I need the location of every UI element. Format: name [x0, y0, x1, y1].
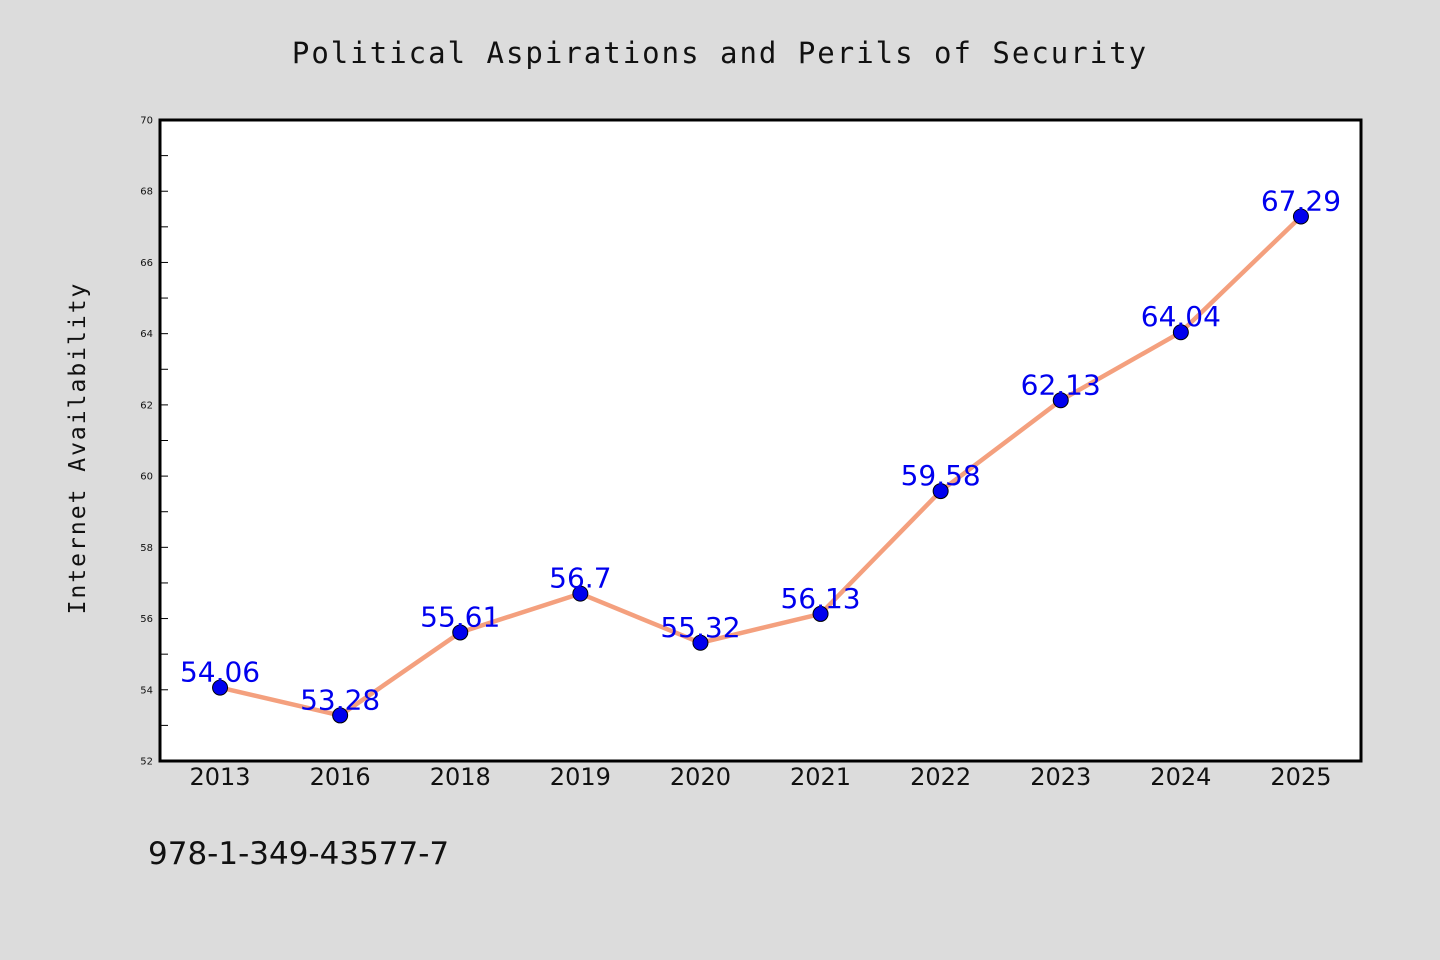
chart-title: Political Aspirations and Perils of Secu…	[292, 36, 1148, 70]
x-tick-label: 2013	[190, 763, 251, 791]
y-tick-label: 68	[140, 187, 153, 198]
data-point	[212, 679, 229, 696]
data-label: 56.7	[549, 562, 611, 595]
data-label: 54.06	[180, 656, 260, 689]
x-tick-label: 2024	[1150, 763, 1211, 791]
y-tick-label: 62	[140, 400, 153, 411]
footer-isbn: 978-1-349-43577-7	[148, 836, 449, 872]
x-tick-label: 2020	[670, 763, 731, 791]
data-label: 55.61	[420, 600, 500, 633]
data-label: 64.04	[1141, 300, 1221, 333]
y-tick-label: 52	[140, 757, 153, 768]
y-tick-label: 56	[140, 614, 153, 625]
x-tick-label: 2023	[1030, 763, 1091, 791]
data-point	[332, 707, 349, 724]
y-axis-label: Internet Availability	[65, 282, 91, 615]
x-tick-label: 2018	[430, 763, 491, 791]
data-point	[1292, 208, 1309, 225]
y-tick-label: 64	[140, 329, 153, 340]
data-label: 67.29	[1261, 185, 1341, 218]
data-point	[1052, 392, 1069, 409]
series-layer: 54.06 53.28 55.61 56.7 55.32 56.13 59.58 62.13 6…	[180, 185, 1341, 724]
data-point	[452, 624, 469, 641]
x-tick-label: 2025	[1270, 763, 1331, 791]
data-label: 62.13	[1021, 368, 1101, 401]
x-tick-label: 2019	[550, 763, 611, 791]
data-label: 55.32	[660, 611, 740, 644]
series-line	[217, 214, 1304, 718]
data-point	[692, 634, 709, 651]
y-tick-label: 58	[140, 543, 153, 554]
data-label: 59.58	[901, 459, 981, 492]
data-point	[1172, 324, 1189, 341]
y-tick-label: 54	[140, 685, 153, 696]
data-label: 56.13	[780, 582, 860, 615]
y-tick-label: 70	[140, 116, 153, 127]
plot-frame	[158, 118, 1363, 763]
y-tick-label: 66	[140, 258, 153, 269]
data-point	[572, 585, 589, 602]
data-label: 53.28	[300, 683, 380, 716]
x-axis: 2013 2016 2018 2019 2020 2021 2022 2023 2024 2025	[190, 763, 1332, 791]
y-tick-label: 60	[140, 472, 153, 483]
data-point	[932, 483, 949, 500]
x-tick-label: 2016	[310, 763, 371, 791]
data-point	[812, 605, 829, 622]
plot-area	[160, 120, 1361, 761]
x-tick-label: 2021	[790, 763, 851, 791]
x-tick-label: 2022	[910, 763, 971, 791]
